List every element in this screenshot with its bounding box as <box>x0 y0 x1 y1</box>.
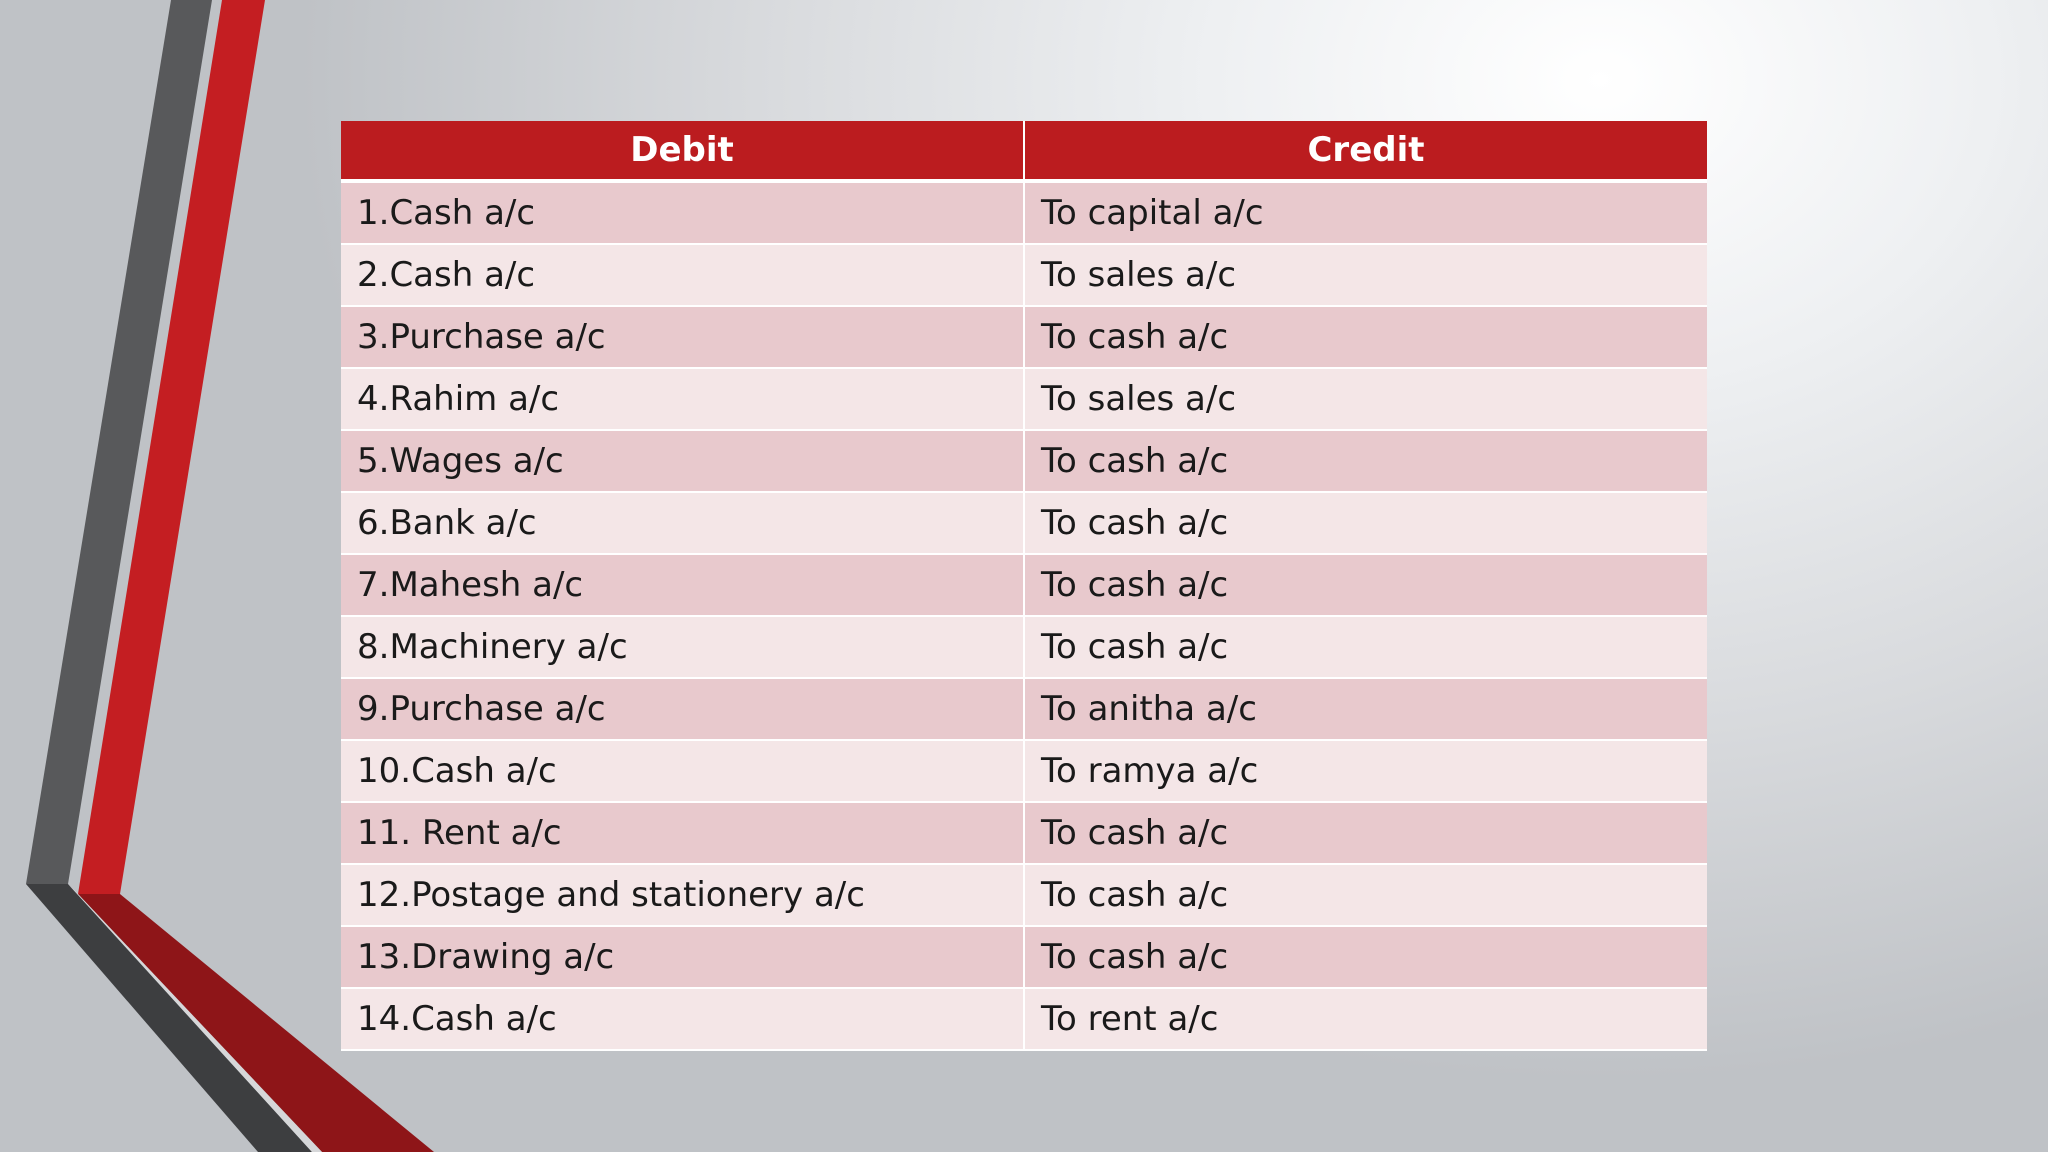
debit-cell: 11. Rent a/c <box>341 802 1025 865</box>
journal-table: Debit Credit 1.Cash a/c To capital a/c 2… <box>341 121 1707 1051</box>
table-row: 9.Purchase a/c To anitha a/c <box>341 678 1707 741</box>
debit-cell: 6.Bank a/c <box>341 492 1025 555</box>
debit-cell: 1.Cash a/c <box>341 181 1025 245</box>
credit-cell: To cash a/c <box>1024 864 1707 927</box>
credit-cell: To cash a/c <box>1024 554 1707 617</box>
credit-cell: To cash a/c <box>1024 430 1707 493</box>
credit-cell: To ramya a/c <box>1024 740 1707 803</box>
gray-stripe-upper <box>26 0 212 884</box>
table-row: 5.Wages a/c To cash a/c <box>341 430 1707 493</box>
credit-cell: To cash a/c <box>1024 926 1707 989</box>
table-row: 3.Purchase a/c To cash a/c <box>341 306 1707 369</box>
table-row: 1.Cash a/c To capital a/c <box>341 181 1707 245</box>
credit-cell: To rent a/c <box>1024 988 1707 1051</box>
red-stripe-lower <box>78 894 434 1152</box>
table-row: 4.Rahim a/c To sales a/c <box>341 368 1707 431</box>
debit-cell: 8.Machinery a/c <box>341 616 1025 679</box>
debit-cell: 4.Rahim a/c <box>341 368 1025 431</box>
table-row: 12.Postage and stationery a/c To cash a/… <box>341 864 1707 927</box>
dark-stripe-lower <box>26 884 312 1152</box>
credit-cell: To sales a/c <box>1024 368 1707 431</box>
table-row: 14.Cash a/c To rent a/c <box>341 988 1707 1051</box>
debit-cell: 12.Postage and stationery a/c <box>341 864 1025 927</box>
credit-cell: To cash a/c <box>1024 306 1707 369</box>
credit-cell: To cash a/c <box>1024 802 1707 865</box>
table-body: 1.Cash a/c To capital a/c 2.Cash a/c To … <box>341 181 1707 1051</box>
header-debit: Debit <box>341 121 1025 183</box>
debit-cell: 5.Wages a/c <box>341 430 1025 493</box>
table-row: 8.Machinery a/c To cash a/c <box>341 616 1707 679</box>
credit-cell: To cash a/c <box>1024 492 1707 555</box>
table-row: 11. Rent a/c To cash a/c <box>341 802 1707 865</box>
debit-cell: 2.Cash a/c <box>341 244 1025 307</box>
table-header-row: Debit Credit <box>341 121 1707 183</box>
table-row: 6.Bank a/c To cash a/c <box>341 492 1707 555</box>
debit-cell: 3.Purchase a/c <box>341 306 1025 369</box>
table-row: 2.Cash a/c To sales a/c <box>341 244 1707 307</box>
table-row: 10.Cash a/c To ramya a/c <box>341 740 1707 803</box>
journal-table-container: Debit Credit 1.Cash a/c To capital a/c 2… <box>341 121 1707 1051</box>
table-row: 13.Drawing a/c To cash a/c <box>341 926 1707 989</box>
debit-cell: 7.Mahesh a/c <box>341 554 1025 617</box>
debit-cell: 14.Cash a/c <box>341 988 1025 1051</box>
table-row: 7.Mahesh a/c To cash a/c <box>341 554 1707 617</box>
debit-cell: 10.Cash a/c <box>341 740 1025 803</box>
credit-cell: To anitha a/c <box>1024 678 1707 741</box>
credit-cell: To cash a/c <box>1024 616 1707 679</box>
light-gap-lower <box>68 884 322 1152</box>
red-stripe-upper <box>78 0 265 894</box>
credit-cell: To capital a/c <box>1024 181 1707 245</box>
credit-cell: To sales a/c <box>1024 244 1707 307</box>
debit-cell: 9.Purchase a/c <box>341 678 1025 741</box>
debit-cell: 13.Drawing a/c <box>341 926 1025 989</box>
header-credit: Credit <box>1024 121 1707 183</box>
